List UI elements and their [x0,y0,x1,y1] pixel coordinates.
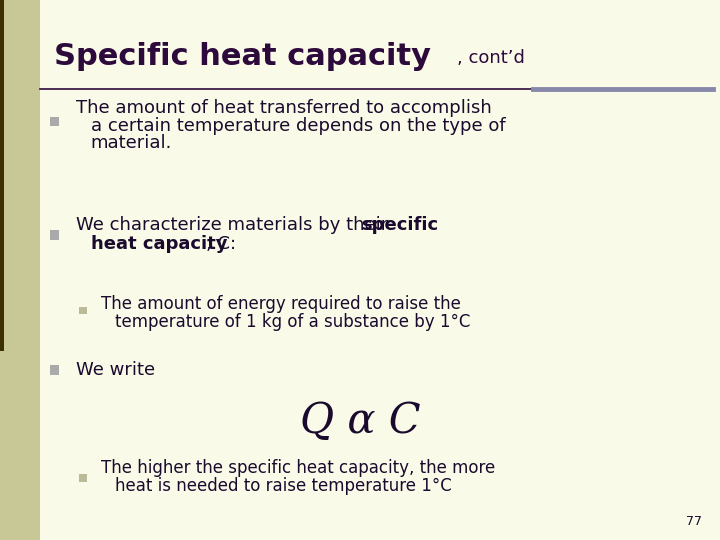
Text: The higher the specific heat capacity, the more: The higher the specific heat capacity, t… [101,459,495,477]
Text: Specific heat capacity: Specific heat capacity [54,42,431,71]
Bar [79,307,87,314]
Text: heat capacity: heat capacity [91,235,228,253]
Bar [50,117,59,126]
Text: , C:: , C: [206,235,236,253]
Text: Q α C: Q α C [300,400,420,442]
Text: specific: specific [361,216,438,234]
Text: 77: 77 [686,515,702,528]
Bar [50,365,59,375]
Bar [79,474,87,482]
Text: The amount of heat transferred to accomplish: The amount of heat transferred to accomp… [76,99,492,117]
Text: , cont’d: , cont’d [457,49,525,67]
Text: a certain temperature depends on the type of: a certain temperature depends on the typ… [91,117,505,134]
Bar [0,0,40,540]
Bar [0,0,4,351]
Text: temperature of 1 kg of a substance by 1°C: temperature of 1 kg of a substance by 1°… [115,313,471,330]
Text: material.: material. [91,134,172,152]
Text: heat is needed to raise temperature 1°C: heat is needed to raise temperature 1°C [115,477,452,495]
Bar [50,230,59,240]
Text: The amount of energy required to raise the: The amount of energy required to raise t… [101,295,461,313]
Text: We characterize materials by their: We characterize materials by their [76,216,395,234]
Text: We write: We write [76,361,156,379]
